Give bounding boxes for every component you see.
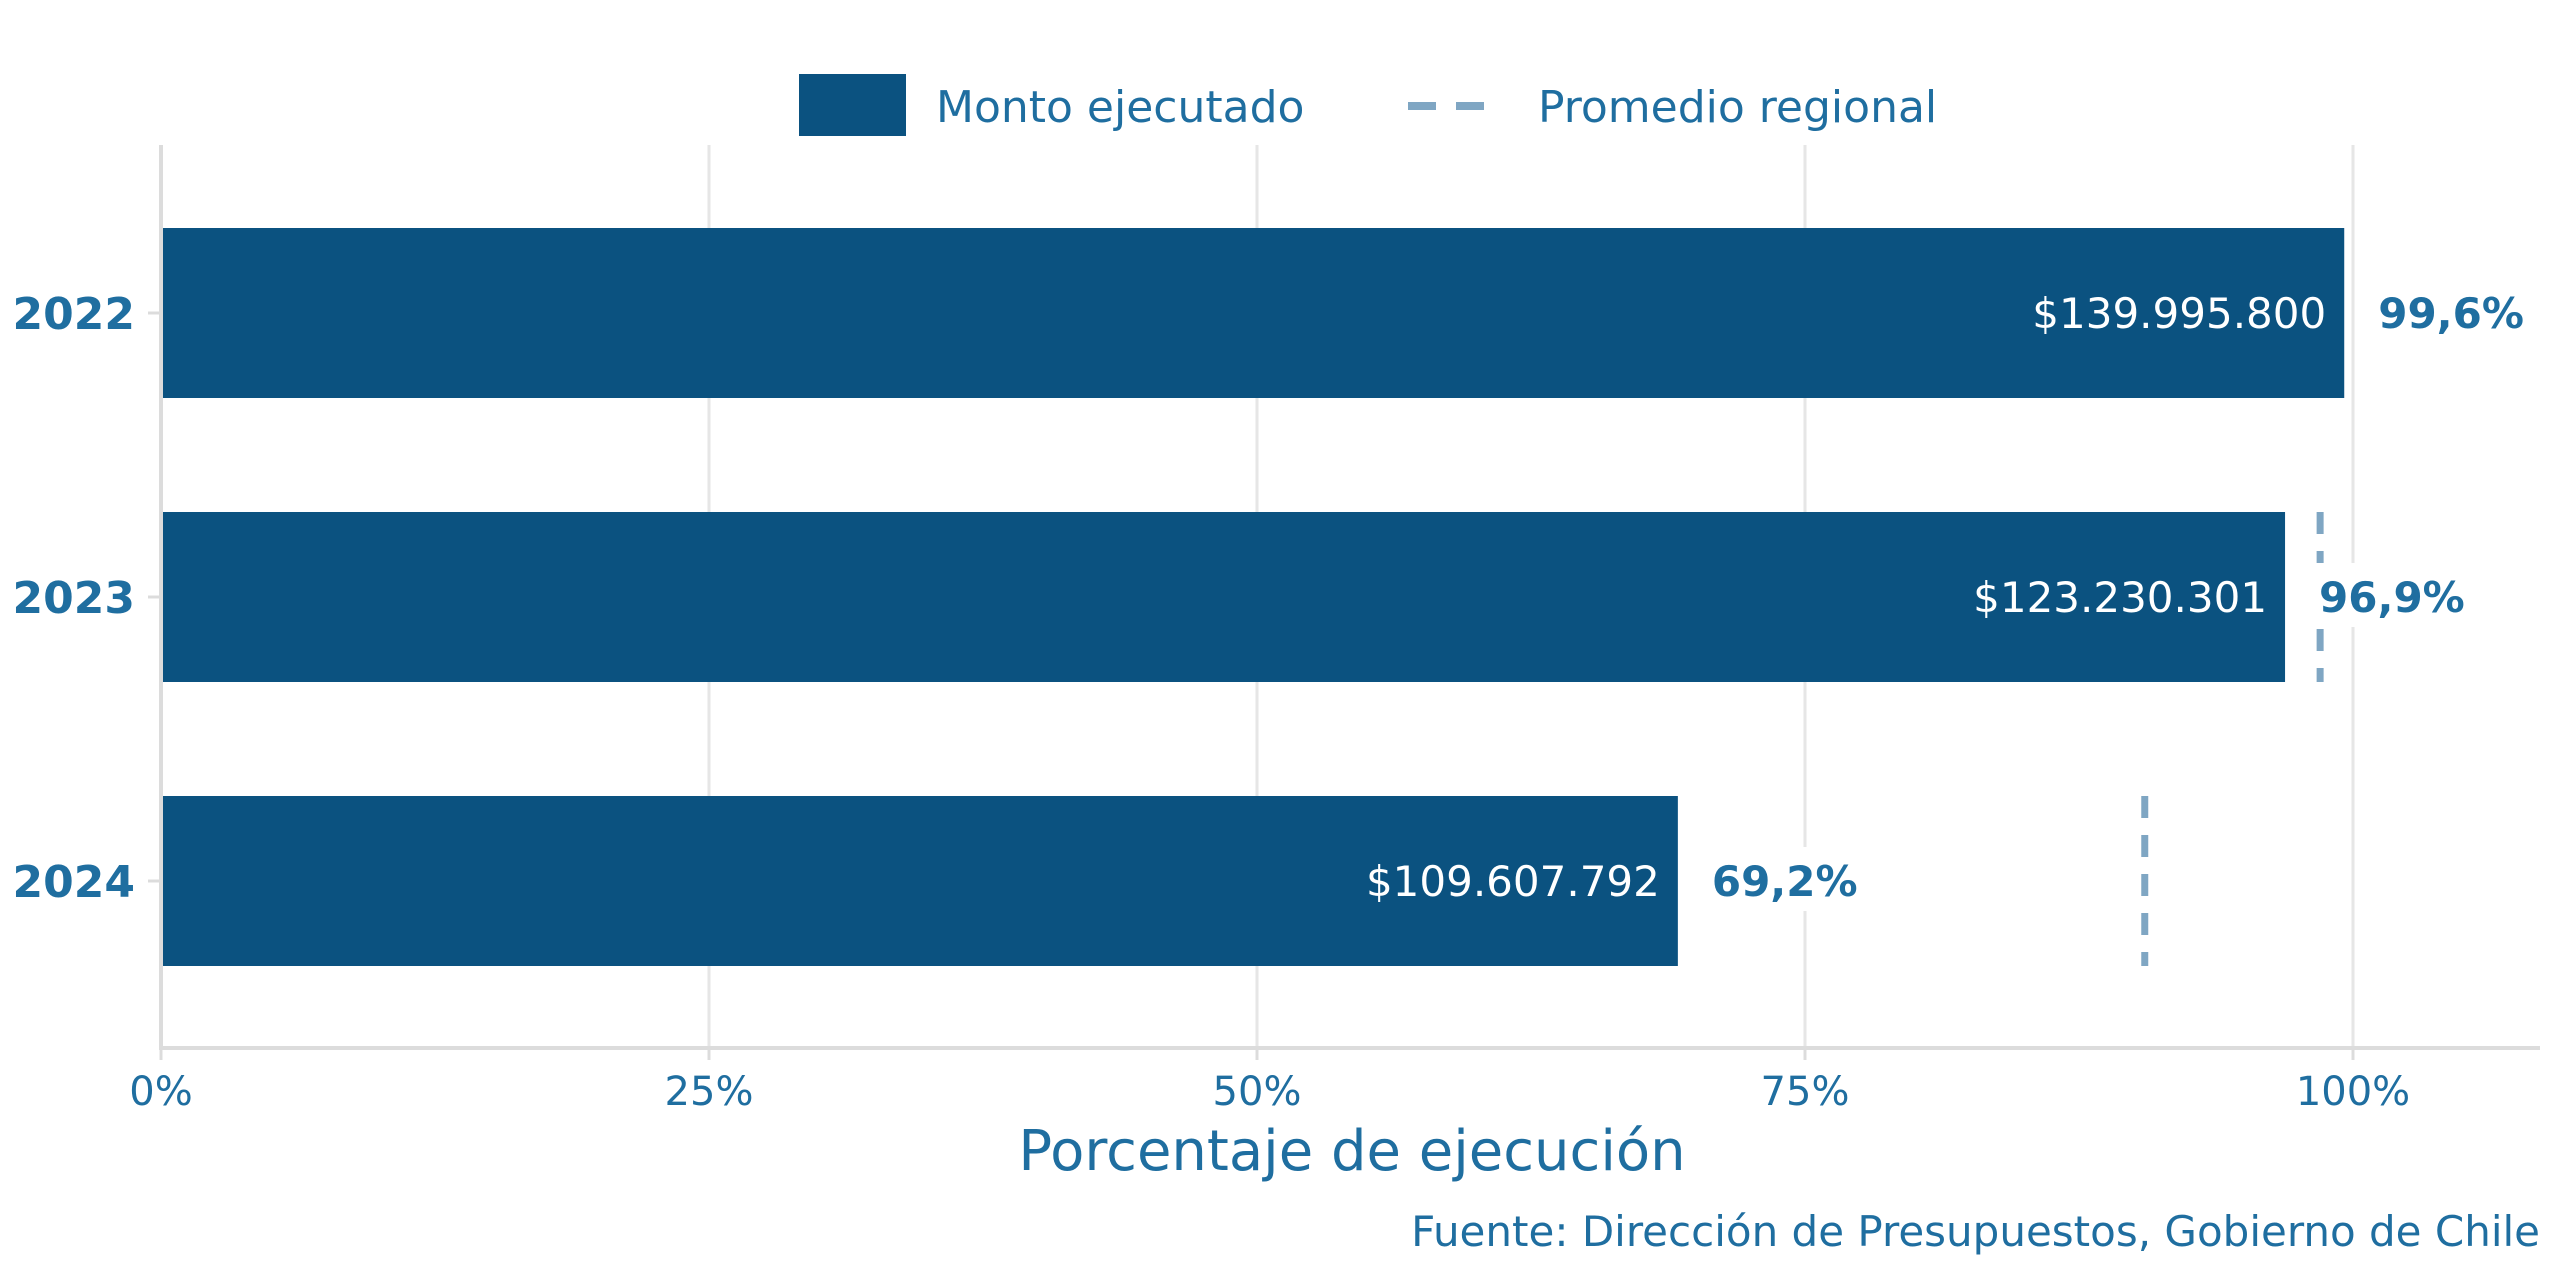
y-tick-label-2023: 2023 [13, 573, 135, 624]
legend: Monto ejecutado Promedio regional [799, 74, 1937, 136]
legend-label-regional: Promedio regional [1538, 82, 1937, 133]
y-tick-label-2024: 2024 [13, 857, 135, 908]
amount-label-2023: $123.230.301 [1973, 573, 2267, 622]
amount-label-2022: $139.995.800 [2032, 289, 2326, 338]
pct-label-bg-2023 [2311, 563, 2464, 627]
source-note: Fuente: Dirección de Presupuestos, Gobie… [1411, 1207, 2540, 1256]
x-tick-label-2: 50% [1213, 1069, 1302, 1115]
bar-2024 [161, 796, 1678, 966]
x-tick-label-3: 75% [1761, 1069, 1850, 1115]
x-axis-title: Porcentaje de ejecución [1018, 1119, 1685, 1184]
x-tick-label-1: 25% [665, 1069, 754, 1115]
amount-label-2024: $109.607.792 [1366, 857, 1660, 906]
y-tick-label-2022: 2022 [13, 289, 135, 340]
x-tick-label-4: 100% [2296, 1069, 2410, 1115]
data-labels: $139.995.800 99,6% $123.230.301 96,9% $109.6… [1366, 289, 2524, 911]
pct-label-2022: 99,6% [2378, 289, 2524, 338]
legend-swatch-executed [799, 74, 906, 136]
legend-label-executed: Monto ejecutado [936, 82, 1304, 133]
bar-2022 [161, 228, 2345, 398]
bars [161, 228, 2345, 966]
pct-label-2023: 96,9% [2319, 573, 2465, 622]
x-tick-label-0: 0% [129, 1069, 192, 1115]
pct-label-bg-2024 [1703, 847, 1856, 911]
bar-2023 [161, 512, 2286, 682]
axes: 2022 2023 2024 0% 25% 50% 75% 100% [13, 145, 2540, 1115]
pct-label-2024: 69,2% [1712, 857, 1858, 906]
